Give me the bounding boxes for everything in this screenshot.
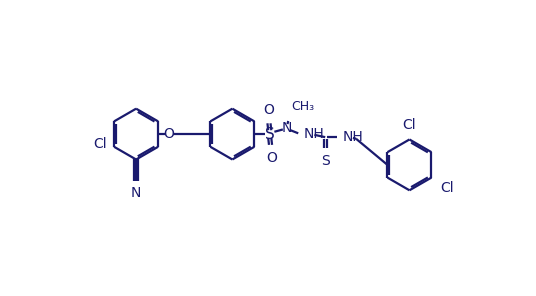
Text: S: S (321, 154, 330, 168)
Text: O: O (263, 103, 274, 117)
Text: S: S (265, 127, 274, 141)
Text: NH: NH (303, 127, 324, 141)
Text: CH₃: CH₃ (291, 100, 315, 113)
Text: Cl: Cl (441, 181, 455, 195)
Text: O: O (266, 151, 277, 165)
Text: N: N (131, 186, 142, 200)
Text: Cl: Cl (93, 137, 106, 152)
Text: NH: NH (342, 130, 363, 144)
Text: Cl: Cl (403, 118, 416, 132)
Text: N: N (281, 121, 292, 135)
Text: O: O (163, 127, 174, 141)
